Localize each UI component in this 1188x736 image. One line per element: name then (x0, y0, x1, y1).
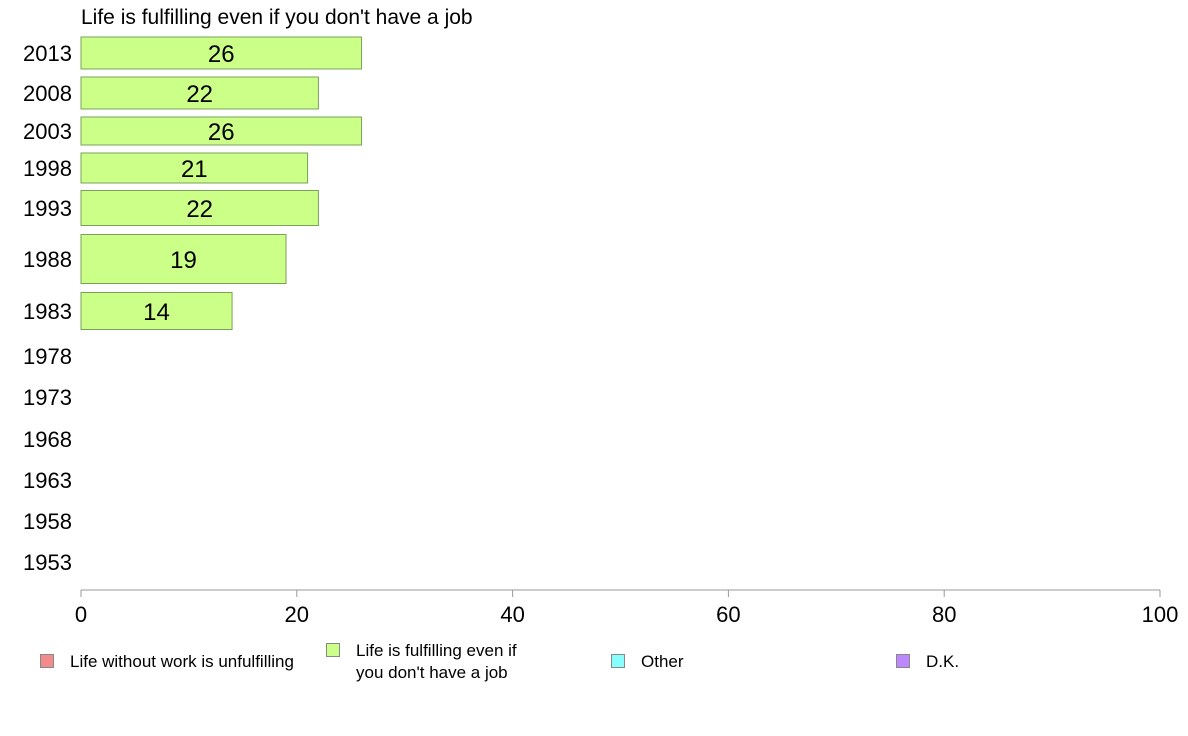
legend: Life without work is unfulfilling Life i… (0, 638, 1188, 688)
y-tick-label: 1958 (23, 509, 72, 534)
legend-label-unfulfilling: Life without work is unfulfilling (70, 652, 294, 671)
legend-swatch-other (611, 654, 625, 668)
y-tick-label: 2013 (23, 41, 72, 66)
bar-value-label: 22 (186, 81, 213, 108)
x-tick-label: 20 (285, 602, 309, 627)
x-axis-ticks: 0 20 40 60 80 100 (75, 590, 1178, 627)
x-tick-label: 40 (500, 602, 524, 627)
bar (80, 190, 319, 226)
y-axis-labels: 2013 2008 2003 1998 1993 1988 1983 1978 1973 1968… (23, 41, 72, 575)
y-tick-label: 1968 (23, 427, 72, 452)
legend-item-other: Other (611, 651, 684, 673)
x-tick-label: 60 (716, 602, 740, 627)
bar (80, 152, 309, 184)
y-tick-label: 1978 (23, 344, 72, 369)
legend-swatch-dk (896, 654, 910, 668)
y-tick-label: 1953 (23, 550, 72, 575)
legend-item-fulfilling: Life is fulfilling even if you don't hav… (326, 640, 526, 684)
bar-value-label: 26 (208, 119, 235, 146)
bar (80, 116, 363, 146)
bar-value-label: 22 (186, 196, 213, 223)
bar-value-label: 14 (143, 299, 170, 326)
bar (80, 36, 363, 70)
bar (80, 234, 287, 284)
chart-title: Life is fulfilling even if you don't hav… (81, 6, 473, 29)
bar (80, 292, 233, 330)
y-tick-label: 2008 (23, 81, 72, 106)
y-tick-label: 1973 (23, 385, 72, 410)
x-tick-label: 0 (75, 602, 87, 627)
y-tick-label: 2003 (23, 119, 72, 144)
legend-swatch-unfulfilling (40, 654, 54, 668)
bar (80, 76, 319, 110)
bar-value-label: 21 (181, 156, 208, 183)
legend-swatch-fulfilling (326, 643, 340, 657)
y-tick-label: 1993 (23, 196, 72, 221)
legend-label-fulfilling: Life is fulfilling even if you don't hav… (356, 641, 517, 682)
y-tick-label: 1983 (23, 299, 72, 324)
y-tick-label: 1998 (23, 156, 72, 181)
y-tick-label: 1963 (23, 468, 72, 493)
bar-value-label: 19 (170, 247, 197, 274)
legend-label-dk: D.K. (926, 652, 960, 671)
x-tick-label: 80 (932, 602, 956, 627)
y-tick-label: 1988 (23, 247, 72, 272)
legend-label-other: Other (641, 652, 684, 671)
bar-value-label: 26 (208, 41, 235, 68)
legend-item-unfulfilling: Life without work is unfulfilling (40, 651, 294, 673)
x-tick-label: 100 (1142, 602, 1179, 627)
legend-item-dk: D.K. (896, 651, 959, 673)
